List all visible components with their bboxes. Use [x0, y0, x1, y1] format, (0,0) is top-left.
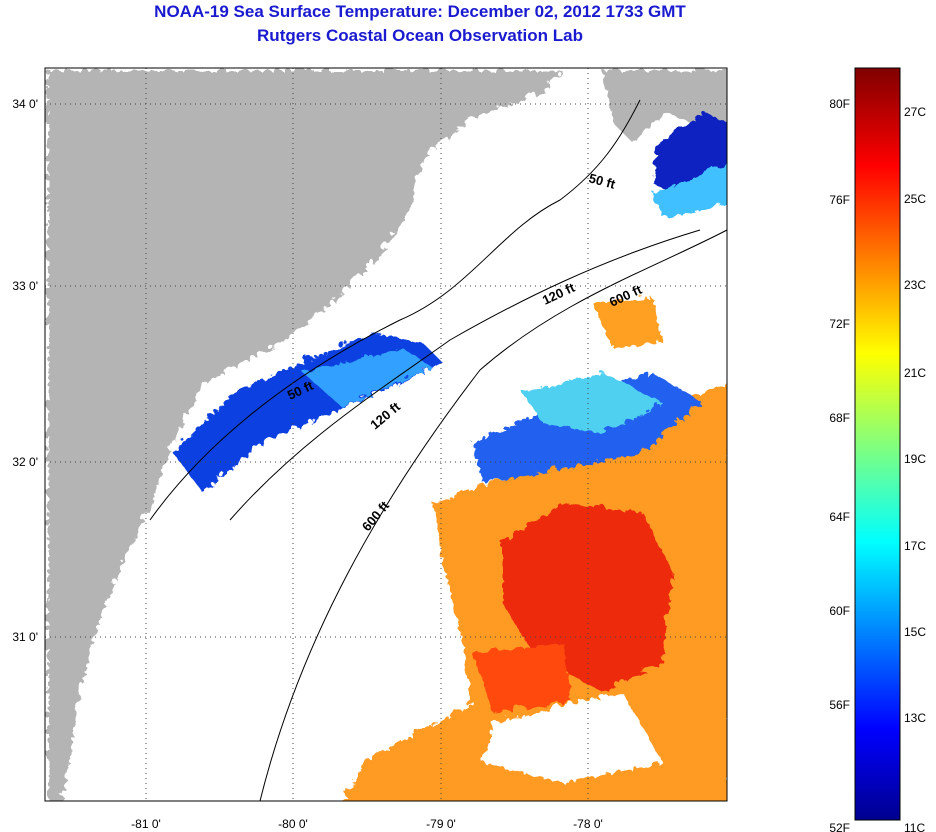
- isobath-120ft: [229, 229, 701, 521]
- isobath-600ft: [259, 229, 727, 801]
- isobath-50ft: [149, 99, 641, 521]
- colorbar-f-label: 76F: [829, 193, 850, 207]
- colorbar-f-label: 60F: [829, 604, 850, 618]
- map-subtitle: Rutgers Coastal Ocean Observation Lab: [257, 26, 583, 45]
- colorbar-c-label: 21C: [904, 366, 926, 380]
- lat-label: 32 0': [12, 455, 38, 469]
- colorbar-f-label: 80F: [829, 97, 850, 111]
- contour-label: 50 ft: [587, 170, 617, 192]
- lon-label: -80 0': [278, 817, 308, 831]
- colorbar-f-label: 56F: [829, 698, 850, 712]
- sst-hot-south: [470, 640, 570, 710]
- colorbar-f-label: 68F: [829, 411, 850, 425]
- colorbar-f-label: 64F: [829, 510, 850, 524]
- colorbar-c-label: 25C: [904, 192, 926, 206]
- lat-label: 31 0': [12, 630, 38, 644]
- lat-label: 33 0': [12, 279, 38, 293]
- lon-label: -78 0': [573, 817, 603, 831]
- colorbar-f-label: 52F: [829, 821, 850, 832]
- colorbar-c-label: 17C: [904, 539, 926, 553]
- sst-cool-ne: [650, 160, 727, 215]
- sst-cool-band: [300, 345, 430, 405]
- lon-label: -79 0': [426, 817, 456, 831]
- colorbar-c-label: 23C: [904, 278, 926, 292]
- colorbar-f-label: 72F: [829, 317, 850, 331]
- colorbar: [854, 67, 901, 821]
- graticule: [45, 68, 727, 801]
- map-frame: [44, 67, 728, 802]
- lat-label: 34 0': [12, 97, 38, 111]
- colorbar-c-label: 13C: [904, 711, 926, 725]
- land-mass: [45, 68, 560, 801]
- colorbar-c-label: 27C: [904, 105, 926, 119]
- cloud-patch: [480, 690, 660, 780]
- colorbar-c-label: 11C: [904, 821, 925, 832]
- sst-cool-mid: [520, 370, 660, 430]
- map-title: NOAA-19 Sea Surface Temperature: Decembe…: [154, 2, 686, 21]
- sst-warm-patch: [590, 295, 660, 345]
- colorbar-c-label: 15C: [904, 625, 926, 639]
- colorbar-c-label: 19C: [904, 452, 926, 466]
- lon-label: -81 0': [131, 817, 161, 831]
